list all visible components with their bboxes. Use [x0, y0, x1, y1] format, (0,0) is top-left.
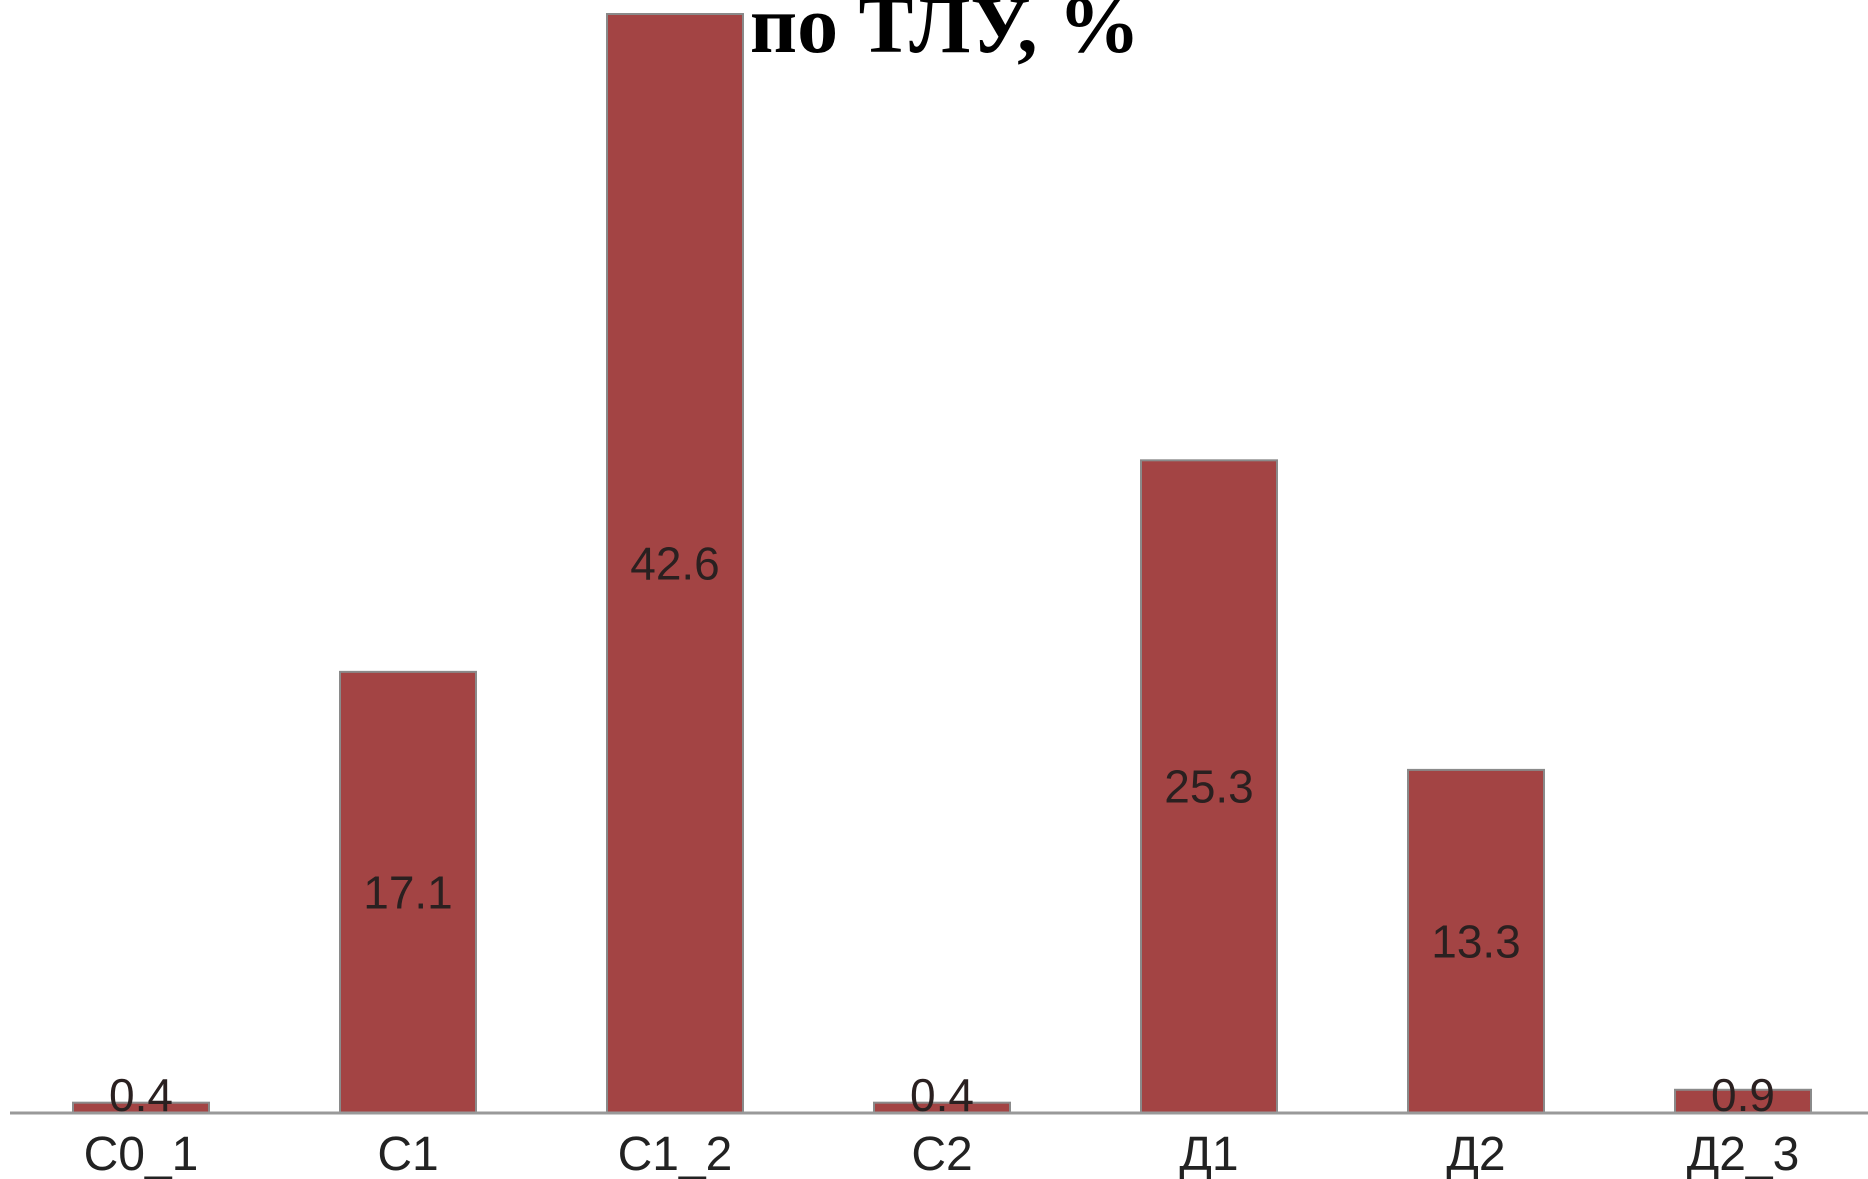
data-label-5: 13.3 — [1431, 915, 1521, 967]
x-tick-label-0: С0_1 — [84, 1128, 199, 1179]
data-label-0: 0.4 — [109, 1069, 173, 1121]
x-tick-label-2: С1_2 — [618, 1128, 733, 1179]
bars-layer — [72, 13, 1812, 1115]
data-label-2: 42.6 — [630, 538, 720, 590]
data-label-3: 0.4 — [910, 1069, 974, 1121]
x-tick-label-3: С2 — [911, 1128, 972, 1179]
data-label-1: 17.1 — [363, 866, 453, 918]
x-tick-label-5: Д2 — [1446, 1128, 1505, 1179]
chart-title: по ТЛУ, % — [750, 0, 1140, 70]
x-tick-label-6: Д2_3 — [1687, 1128, 1800, 1179]
bar-1 — [339, 670, 477, 1114]
bar-4 — [1140, 459, 1278, 1115]
bar-5 — [1407, 768, 1545, 1114]
labels-layer: 0.4 С0_1 17.1 С1 42.6 С1_2 0.4 С2 25.3 Д1 13.3 Д2 0.… — [84, 538, 1800, 1179]
data-label-6: 0.9 — [1711, 1069, 1775, 1121]
data-label-4: 25.3 — [1164, 761, 1254, 813]
x-tick-label-1: С1 — [377, 1128, 438, 1179]
x-tick-label-4: Д1 — [1179, 1128, 1238, 1179]
